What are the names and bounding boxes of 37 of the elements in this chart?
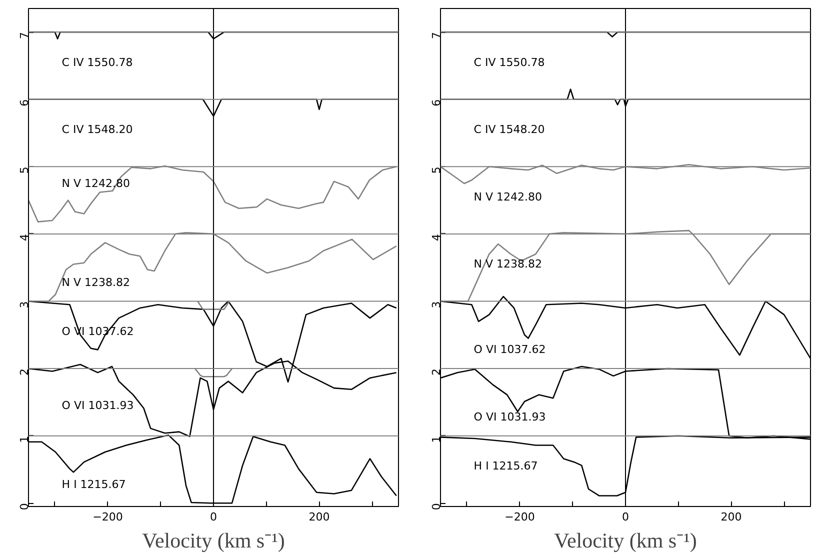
x-tick-label: 200	[720, 510, 742, 524]
annotation: N V 1242.80	[474, 190, 542, 204]
annotation: C IV 1550.78	[62, 56, 133, 69]
y-tick-label: 1	[18, 436, 31, 443]
x-axis-title: Velocity (km s⁻¹)	[142, 528, 285, 552]
y-tick-label: 5	[430, 166, 443, 174]
y-tick-label: 3	[430, 301, 443, 308]
x-axis-title: Velocity (km s⁻¹)	[554, 528, 697, 552]
y-tick-label: 2	[18, 368, 31, 376]
annotation: O VI 1037.62	[474, 343, 546, 356]
y-tick-label: 4	[18, 234, 31, 241]
y-tick-label: 3	[18, 301, 31, 308]
x-tick-label: 200	[308, 510, 330, 524]
y-tick-label: 5	[18, 166, 31, 174]
y-tick-label: 6	[18, 99, 31, 106]
y-tick-label: 7	[430, 32, 443, 40]
annotation: H I 1215.67	[62, 478, 126, 491]
annotation: C IV 1548.20	[474, 123, 545, 136]
x-tick-label: 0	[210, 510, 217, 524]
annotation: H I 1215.67	[474, 460, 538, 473]
annotation: O VI 1031.93	[474, 410, 546, 424]
annotation: N V 1238.82	[62, 276, 130, 289]
y-tick-label: 0	[430, 503, 443, 510]
x-tick-label: −200	[504, 510, 535, 524]
y-tick-label: 1	[430, 436, 443, 443]
y-tick-label: 2	[430, 368, 443, 376]
x-tick-label: −200	[92, 510, 123, 524]
annotation: N V 1238.82	[474, 258, 542, 271]
annotation: N V 1242.80	[62, 176, 130, 190]
annotation: O VI 1031.93	[62, 399, 134, 412]
y-tick-label: 4	[430, 234, 443, 241]
annotation: C IV 1548.20	[62, 123, 133, 136]
y-tick-label: 6	[430, 99, 443, 106]
y-tick-label: 7	[18, 32, 31, 40]
x-tick-label: 0	[622, 510, 629, 524]
annotation: C IV 1550.78	[474, 56, 545, 69]
y-tick-label: 0	[18, 503, 31, 510]
